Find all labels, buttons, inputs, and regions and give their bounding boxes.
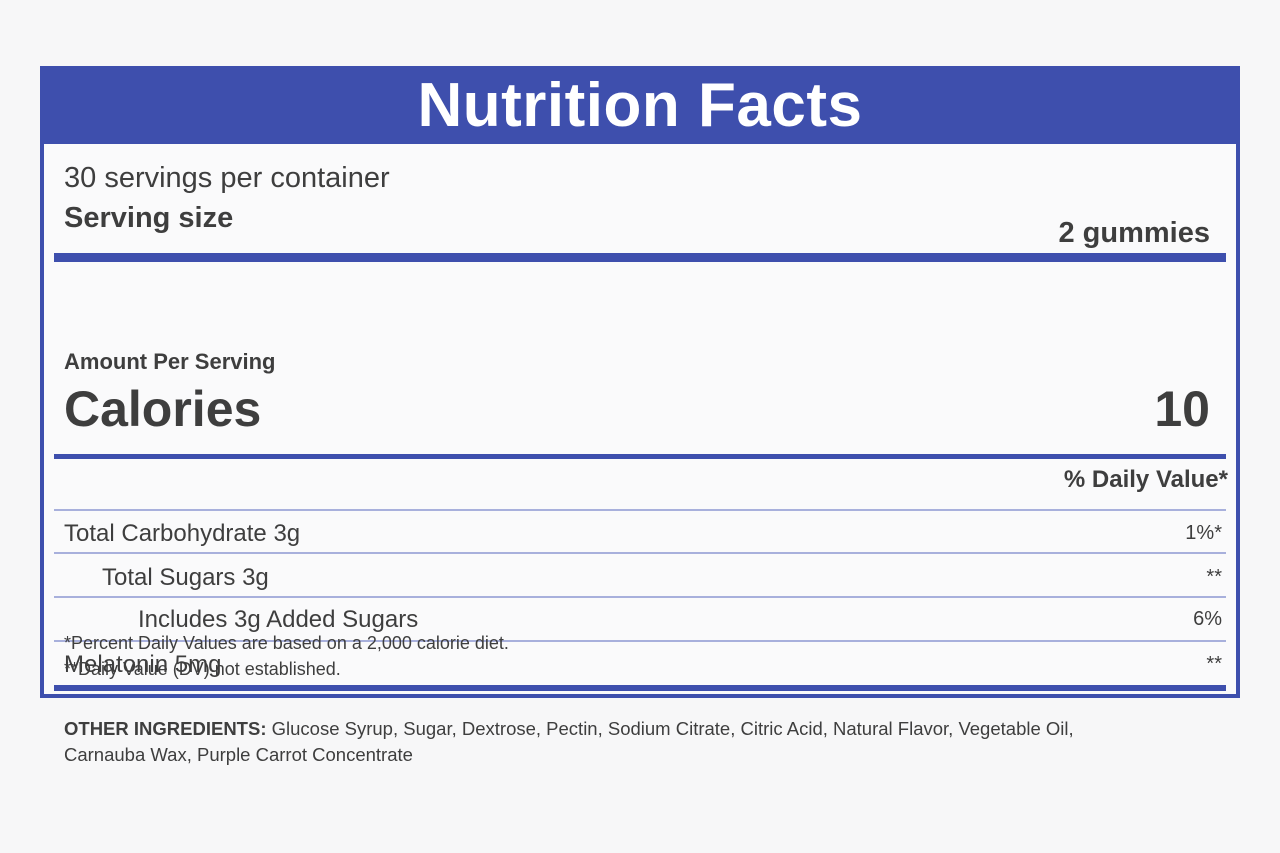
medium-divider [54, 454, 1226, 459]
serving-size-label: Serving size [64, 202, 234, 234]
nutrient-label-melatonin: Melatonin 5mg [64, 651, 222, 678]
nutrient-value-total-sugars: ** [1206, 566, 1222, 588]
label-title: Nutrition Facts [417, 71, 863, 140]
ingredients-list: Glucose Syrup, Sugar, Dextrose, Pectin, … [64, 718, 1074, 765]
nutrition-facts-label: Nutrition Facts 30 servings per containe… [40, 66, 1240, 698]
serving-size-value: 2 gummies [1058, 217, 1211, 249]
nutrient-value-added-sugars: 6% [1193, 608, 1222, 630]
calories-value: 10 [1154, 381, 1210, 437]
amount-per-serving: Amount Per Serving [64, 349, 276, 374]
nutrient-value-melatonin: ** [1206, 653, 1222, 675]
daily-value-header: % Daily Value* [1063, 466, 1228, 493]
nutrient-label-added-sugars: Includes 3g Added Sugars [138, 606, 419, 633]
label-panel: 30 servings per container Serving size 2… [44, 144, 1236, 694]
ingredients-heading: OTHER INGREDIENTS: [64, 718, 267, 739]
nutrient-value-carbohydrate: 1%* [1185, 522, 1222, 544]
footnote-dv-not-established: **Daily Value (DV) not established. [64, 659, 341, 679]
footnote-percent-daily: *Percent Daily Values are based on a 2,0… [64, 633, 509, 653]
calories-label: Calories [64, 381, 262, 437]
bottom-divider [54, 685, 1226, 691]
row-divider [54, 552, 1226, 554]
nutrient-label-total-sugars: Total Sugars 3g [102, 564, 269, 591]
thick-divider [54, 253, 1226, 262]
other-ingredients: OTHER INGREDIENTS: Glucose Syrup, Sugar,… [64, 716, 1144, 768]
row-divider [54, 640, 1226, 642]
servings-per-container: 30 servings per container [64, 162, 390, 194]
row-divider [54, 509, 1226, 511]
nutrient-label-carbohydrate: Total Carbohydrate 3g [64, 520, 301, 547]
row-divider [54, 596, 1226, 598]
